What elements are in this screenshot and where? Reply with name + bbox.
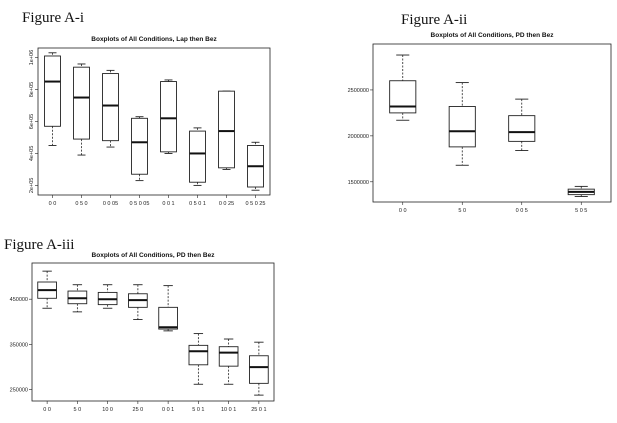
- box-iqr: [158, 306, 178, 330]
- box-iqr: [160, 81, 177, 153]
- y-tick-label: 450000: [10, 297, 28, 303]
- x-tick-label: 0 0: [43, 407, 51, 413]
- chart-title: Boxplots of All Conditions, PD then Bez: [92, 252, 216, 259]
- y-tick-label: 350000: [10, 342, 28, 348]
- x-tick-label: 5 0: [74, 407, 82, 413]
- figure-label-a-iii: Figure A-iii: [4, 237, 75, 253]
- y-tick-label: 2500000: [348, 88, 369, 94]
- x-tick-label: 0 0 05: [103, 201, 118, 207]
- y-tick-label: 4e+05: [29, 146, 35, 161]
- x-tick-label: 0 0: [49, 201, 57, 207]
- y-tick-label: 2000000: [348, 134, 369, 140]
- box-iqr: [131, 117, 148, 175]
- x-tick-label: 10 0 1: [221, 407, 236, 413]
- x-tick-label: 0 0: [399, 208, 407, 214]
- x-tick-label: 0 5 0: [75, 201, 87, 207]
- plot-frame: [372, 43, 612, 203]
- box-iqr: [249, 355, 269, 384]
- box-iqr: [188, 344, 209, 366]
- box-iqr: [448, 106, 476, 148]
- y-tick-label: 1e+06: [29, 50, 35, 65]
- box-iqr: [389, 80, 417, 114]
- y-tick-label: 8e+05: [29, 82, 35, 97]
- box-iqr: [189, 130, 206, 183]
- y-tick-label: 1500000: [348, 180, 369, 186]
- x-tick-label: 5 0 5: [575, 208, 587, 214]
- box-iqr: [508, 115, 536, 142]
- box-iqr: [102, 73, 119, 142]
- y-tick-label: 250000: [10, 388, 28, 394]
- plot-frame: [31, 262, 275, 402]
- chart-title: Boxplots of All Conditions, Lap then Bez: [91, 36, 217, 43]
- x-tick-label: 0 0 1: [162, 201, 174, 207]
- box-iqr: [73, 66, 90, 140]
- x-tick-label: 0 0 25: [219, 201, 234, 207]
- x-tick-label: 0 0 1: [162, 407, 174, 413]
- box-iqr: [44, 55, 61, 127]
- box-iqr: [218, 90, 235, 169]
- x-tick-label: 0 0 5: [516, 208, 528, 214]
- x-tick-label: 5 0: [458, 208, 466, 214]
- x-tick-label: 10 0: [102, 407, 113, 413]
- y-tick-label: 2e+05: [29, 178, 35, 193]
- figure-label-a-i: Figure A-i: [22, 10, 85, 26]
- x-tick-label: 0 5 0 25: [246, 201, 266, 207]
- figure-label-a-ii: Figure A-ii: [401, 12, 468, 28]
- x-tick-label: 0 5 0 1: [189, 201, 206, 207]
- x-tick-label: 0 5 0 05: [130, 201, 150, 207]
- y-tick-label: 6e+05: [29, 114, 35, 129]
- chart-title: Boxplots of All Conditions, PD then Bez: [431, 32, 555, 39]
- box-iqr: [218, 346, 239, 367]
- x-tick-label: 25 0 1: [251, 407, 266, 413]
- x-tick-label: 25 0: [133, 407, 144, 413]
- x-tick-label: 5 0 1: [192, 407, 204, 413]
